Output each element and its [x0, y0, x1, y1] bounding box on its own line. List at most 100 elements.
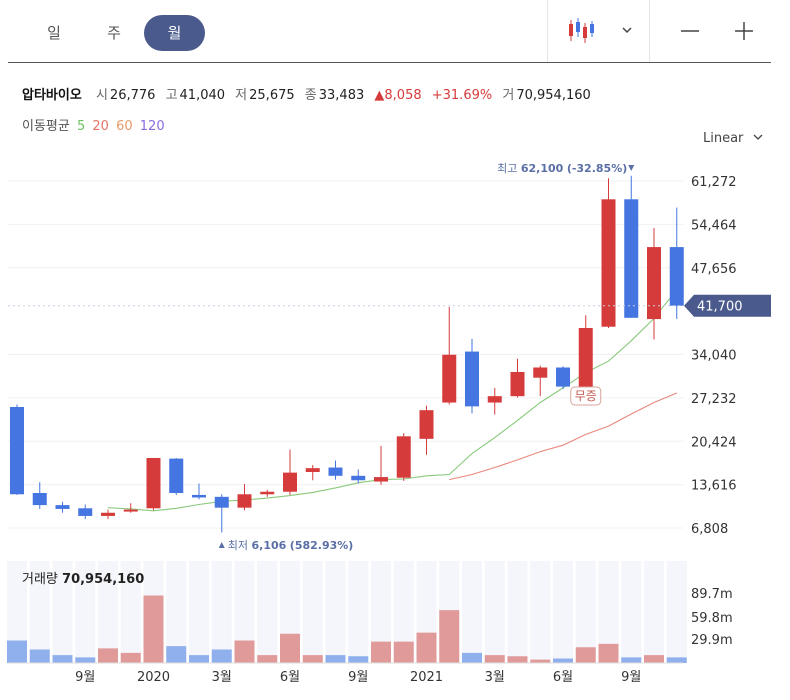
candle-body	[647, 247, 661, 320]
volume-tick-label: 29.9m	[691, 633, 733, 648]
y-tick-label: 61,272	[691, 175, 737, 190]
tab-week[interactable]: 주	[107, 24, 121, 42]
open-value: 26,776	[109, 88, 156, 103]
volume-bar	[644, 655, 664, 663]
volume-bar	[348, 656, 369, 663]
close-value: 33,483	[318, 88, 365, 103]
volume-stripe	[666, 561, 687, 663]
up-arrow-icon: ▲	[374, 88, 385, 103]
candle-body	[10, 406, 24, 495]
volume-bar	[598, 643, 619, 663]
low-value: 25,675	[249, 88, 295, 103]
volume-bar	[120, 652, 141, 663]
volume-stripe	[280, 561, 300, 663]
stock-info: 압타바이오 시 26,776 고 41,040 저 25,675 종 33,483 ▲8…	[22, 84, 597, 103]
x-tick-label: 3월	[485, 670, 505, 685]
volume-value: 70,954,160	[516, 88, 591, 103]
volume-bar	[143, 595, 164, 663]
candle-body	[214, 496, 229, 508]
current-price-label: 41,700	[697, 300, 743, 315]
ma20-line	[449, 392, 678, 481]
y-tick-label: 34,040	[691, 349, 737, 364]
candle-body	[169, 458, 184, 494]
volume-stripe	[416, 561, 437, 663]
candle-body	[442, 354, 457, 403]
volume-stripe	[234, 561, 255, 663]
volume-legend-label: 거래량	[22, 572, 58, 587]
candle-body	[533, 367, 548, 378]
volume-bar	[257, 655, 278, 663]
low-label: 저	[235, 88, 248, 103]
candle-body	[578, 327, 593, 388]
change-percent: +31.69%	[431, 88, 493, 103]
ma-5[interactable]: 5	[76, 119, 86, 134]
volume-bar	[439, 610, 460, 663]
ma-60[interactable]: 60	[116, 119, 133, 134]
y-tick-label: 20,424	[691, 435, 737, 450]
volume-legend: 거래량 70,954,160	[22, 568, 144, 587]
y-tick-label: 27,232	[691, 392, 737, 407]
volume-stripe	[371, 561, 391, 663]
candle-body	[624, 199, 639, 318]
volume-stripe	[189, 561, 209, 663]
volume-stripe	[166, 561, 187, 663]
volume-bar	[52, 655, 73, 663]
tab-month[interactable]: 월	[144, 15, 205, 51]
chevron-down-icon[interactable]	[620, 22, 634, 36]
volume-stripe	[598, 561, 619, 663]
change-value: 8,058	[384, 88, 422, 103]
plus-icon[interactable]	[733, 20, 755, 42]
volume-legend-value: 70,954,160	[62, 572, 145, 587]
volume-stripe	[257, 561, 278, 663]
volume-bar	[530, 659, 551, 663]
candle-body	[328, 467, 343, 476]
x-tick-label: 9월	[621, 670, 641, 685]
volume-stripe	[644, 561, 664, 663]
candle-body	[487, 396, 502, 403]
x-tick-label: 9월	[75, 670, 95, 685]
candle-body	[283, 472, 297, 492]
candle-body	[465, 351, 479, 407]
volume-stripe	[484, 561, 505, 663]
high-value: 41,040	[179, 88, 226, 103]
stock-name: 압타바이오	[22, 88, 82, 103]
volume-bar	[416, 632, 437, 663]
chevron-down-icon	[753, 134, 763, 140]
ma-120[interactable]: 120	[139, 119, 165, 134]
volume-bar	[393, 641, 414, 663]
toolbar-divider	[547, 0, 548, 62]
ma-20[interactable]: 20	[92, 119, 109, 134]
x-tick-label: 3월	[212, 670, 232, 685]
volume-bar	[553, 658, 573, 663]
candle-body	[351, 475, 366, 481]
volume-stripe	[553, 561, 573, 663]
volume-bar	[234, 640, 255, 663]
candle-body	[192, 494, 206, 498]
toolbar-divider	[649, 0, 650, 62]
high-label: 고	[165, 88, 178, 103]
candle-body	[101, 512, 115, 516]
volume-bar	[666, 657, 687, 663]
volume-bar	[621, 657, 642, 663]
volume-bar	[29, 649, 50, 663]
close-label: 종	[304, 88, 317, 103]
candlestick-icon[interactable]	[566, 17, 596, 45]
volume-bar	[98, 648, 118, 663]
candle-body	[419, 410, 434, 439]
candle-body	[510, 371, 525, 397]
scale-selector[interactable]: Linear	[703, 131, 764, 146]
volume-tick-label: 89.7m	[691, 587, 733, 602]
volume-stripe	[348, 561, 369, 663]
tab-day[interactable]: 일	[47, 24, 61, 42]
x-tick-label: 2021	[410, 670, 443, 685]
x-tick-label: 6월	[553, 670, 573, 685]
volume-tick-label: 59.8m	[691, 611, 733, 626]
current-price-tag	[684, 294, 771, 317]
volume-stripe	[211, 561, 232, 663]
volume-bar	[575, 647, 596, 663]
volume-bar	[325, 655, 346, 663]
minus-icon[interactable]	[679, 22, 701, 40]
volume-bar	[166, 646, 187, 663]
